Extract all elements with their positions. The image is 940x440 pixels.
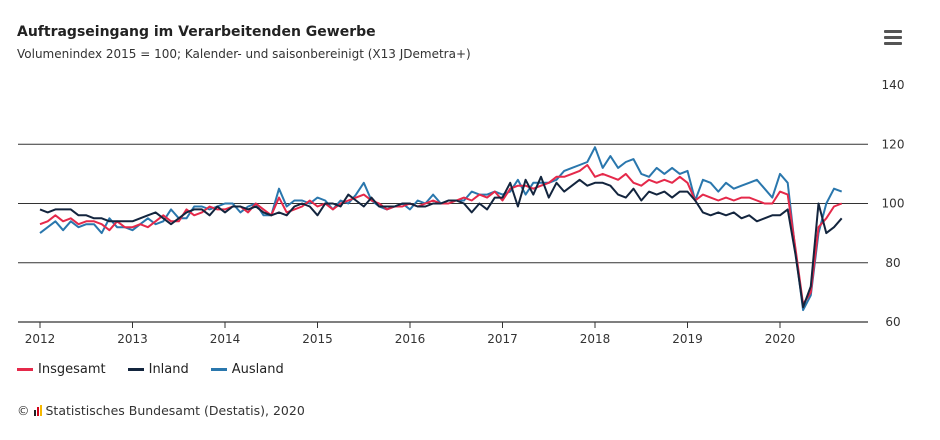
legend-item-inland[interactable]: Inland bbox=[127, 362, 189, 377]
legend-item-insgesamt[interactable]: Insgesamt bbox=[17, 362, 106, 377]
y-tick-label: 80 bbox=[885, 256, 900, 270]
x-tick-label: 2019 bbox=[672, 332, 703, 346]
y-tick-label: 60 bbox=[885, 315, 900, 329]
legend-swatch bbox=[17, 368, 33, 371]
x-tick-label: 2016 bbox=[395, 332, 426, 346]
legend: Insgesamt Inland Ausland bbox=[17, 362, 284, 377]
x-tick-label: 2014 bbox=[210, 332, 241, 346]
legend-label: Ausland bbox=[231, 362, 284, 377]
legend-label: Insgesamt bbox=[38, 362, 106, 377]
chart-title: Auftragseingang im Verarbeitenden Gewerb… bbox=[17, 24, 376, 40]
copyright-symbol: © bbox=[17, 403, 30, 418]
x-tick-label: 2013 bbox=[117, 332, 148, 346]
credit-text: Statistisches Bundesamt (Destatis), 2020 bbox=[45, 403, 305, 418]
hamburger-menu-icon[interactable] bbox=[884, 30, 902, 46]
x-tick-label: 2015 bbox=[302, 332, 333, 346]
credit: © Statistisches Bundesamt (Destatis), 20… bbox=[17, 403, 305, 418]
legend-swatch bbox=[127, 368, 144, 371]
series-line-inland bbox=[39, 175, 843, 309]
y-tick-label: 140 bbox=[882, 78, 905, 92]
x-tick-label: 2017 bbox=[487, 332, 518, 346]
x-tick-label: 2018 bbox=[580, 332, 611, 346]
y-tick-label: 120 bbox=[882, 137, 905, 151]
chart-subtitle: Volumenindex 2015 = 100; Kalender- und s… bbox=[17, 47, 471, 61]
series-line-ausland bbox=[39, 146, 843, 312]
x-tick-label: 2020 bbox=[765, 332, 796, 346]
y-tick-label: 100 bbox=[882, 197, 905, 211]
legend-label: Inland bbox=[148, 362, 189, 377]
destatis-logo-icon bbox=[33, 405, 42, 416]
x-tick-label: 2012 bbox=[25, 332, 56, 346]
line-chart: 60 80 100 120 140 2012 2013 2014 2015 2016 2017 201… bbox=[18, 78, 905, 346]
legend-swatch bbox=[210, 368, 227, 371]
series-line-insgesamt bbox=[39, 164, 843, 306]
legend-item-ausland[interactable]: Ausland bbox=[210, 362, 284, 377]
